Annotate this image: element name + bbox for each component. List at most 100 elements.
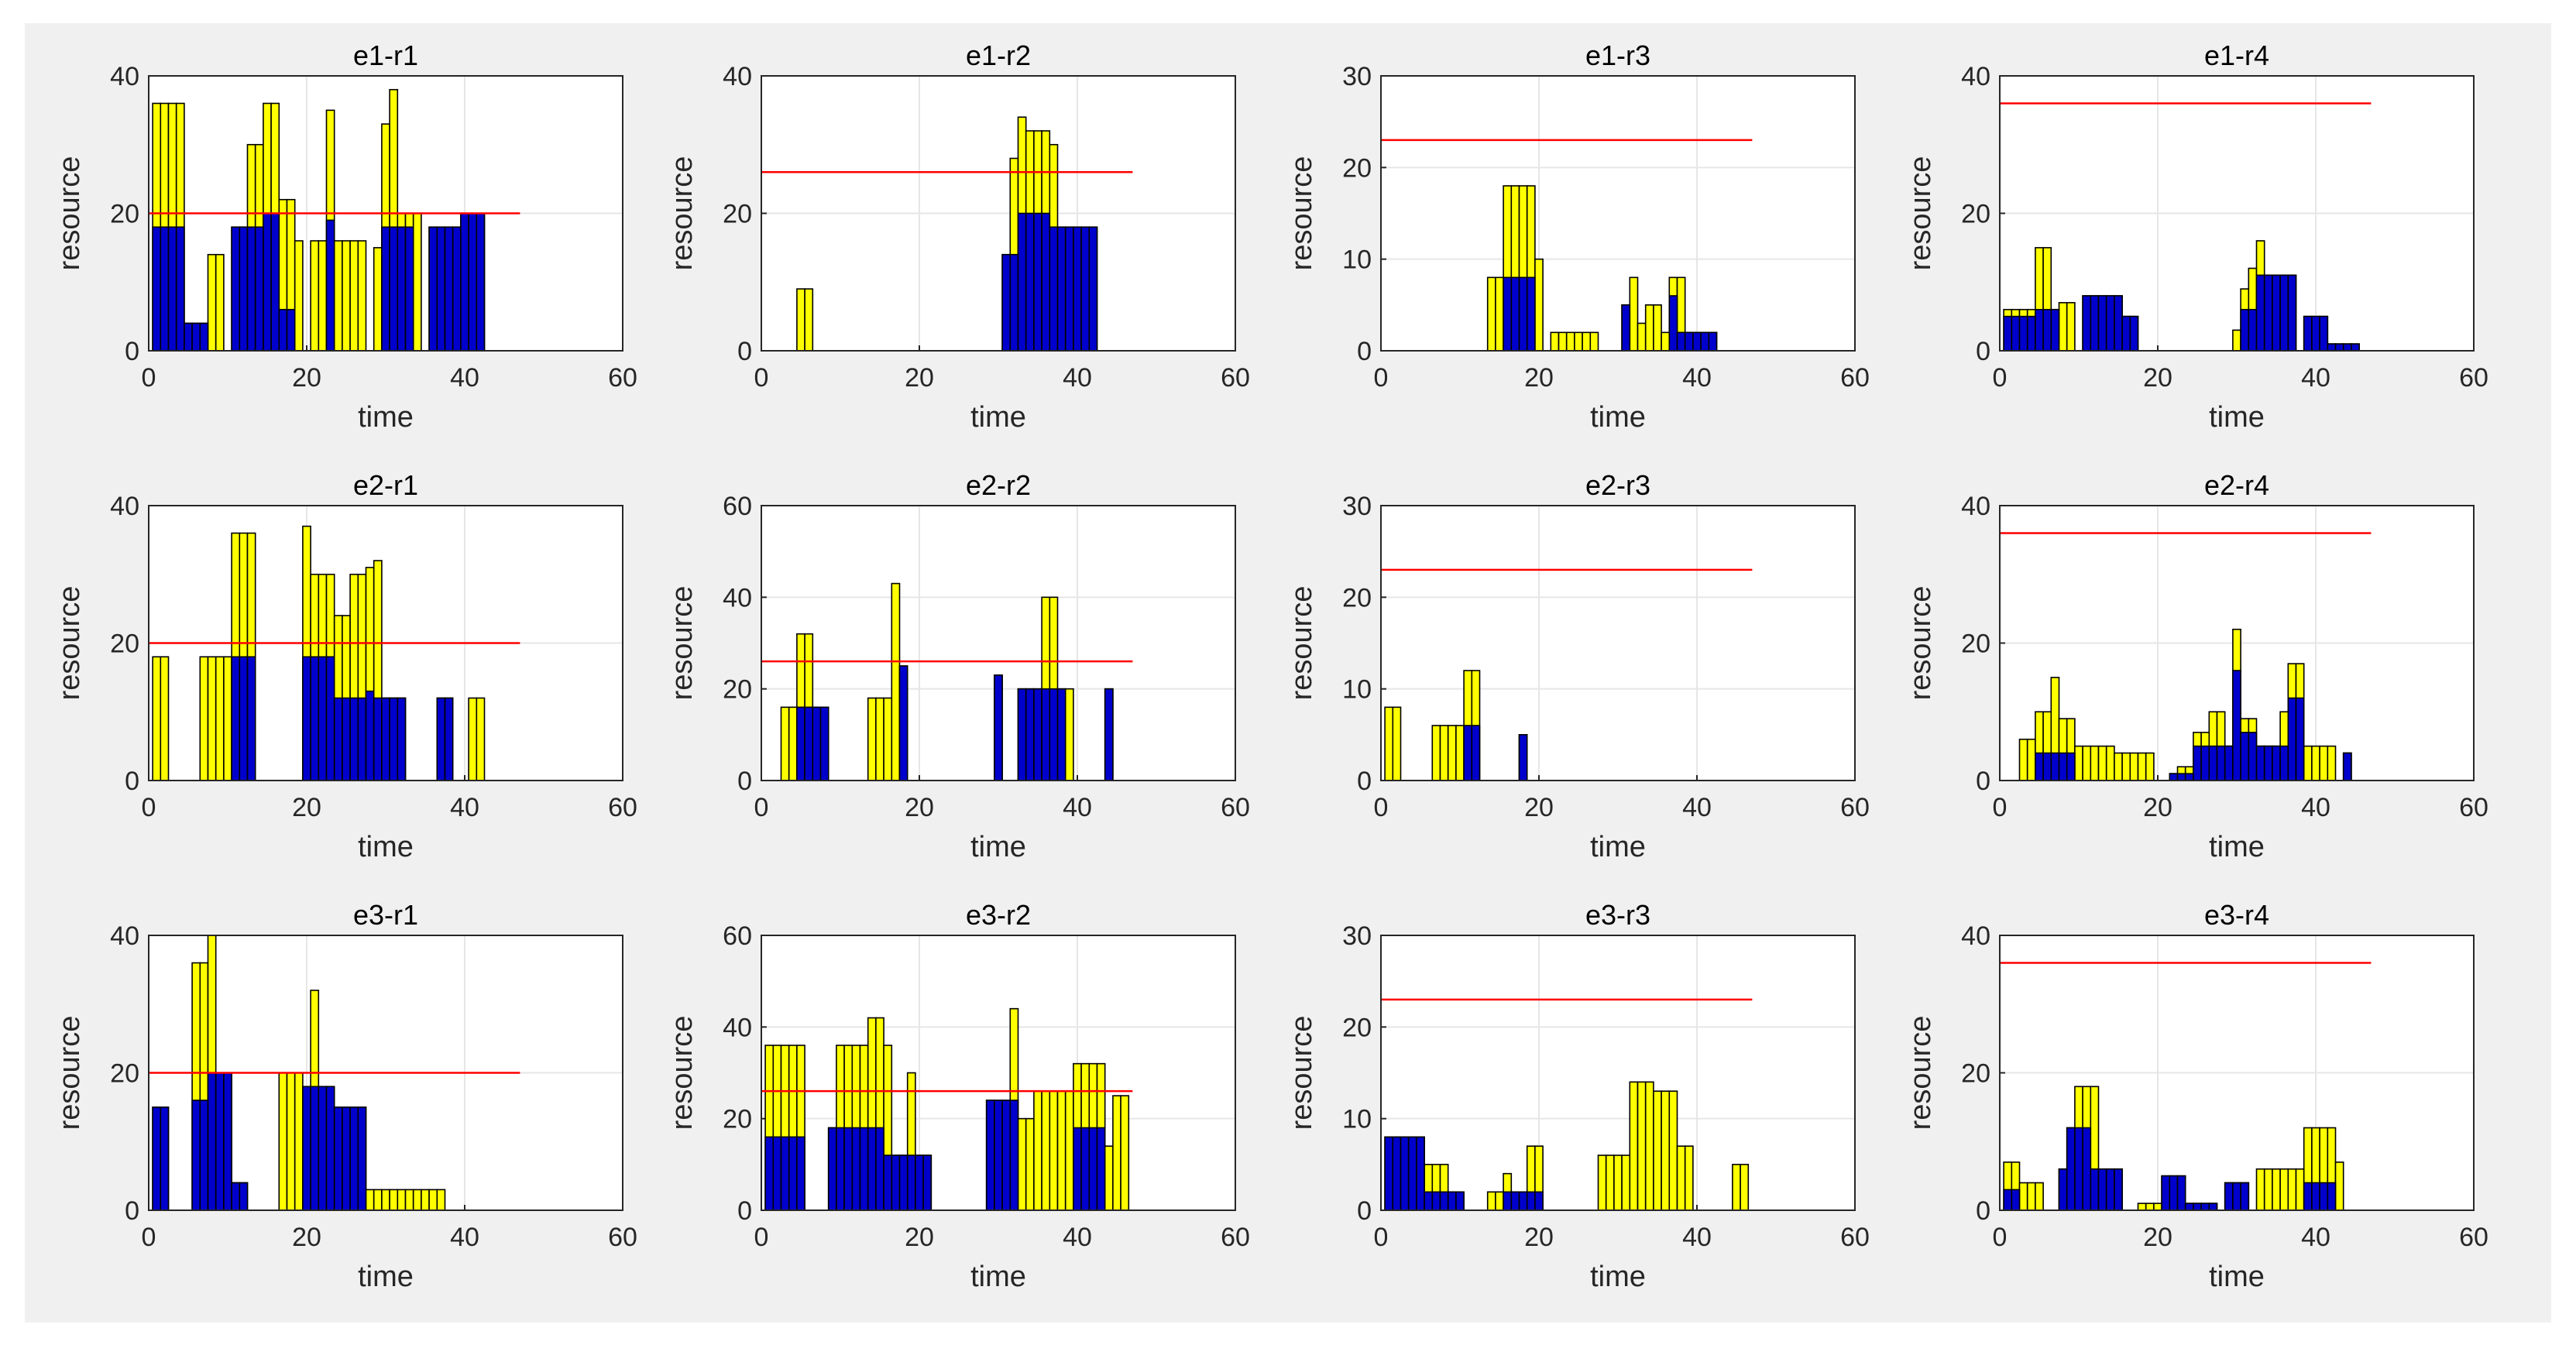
bar-part xyxy=(2272,274,2281,352)
figure: 0 20 40 60 0 20 40 e1-r1 time resource 0 20 40 60 0 20 4… xyxy=(25,23,2551,1323)
bar-total xyxy=(2090,745,2100,781)
subplot-e1-r3: 0 20 40 60 0 10 20 30 e1-r3 time resource xyxy=(1286,39,1870,434)
bar-part xyxy=(1692,331,1702,352)
x-tick-label: 0 xyxy=(1374,793,1389,822)
y-tick-label: 40 xyxy=(110,921,139,951)
bar-part xyxy=(2058,1168,2068,1211)
bar-part xyxy=(2074,1127,2083,1211)
bar-part xyxy=(796,1136,805,1211)
bar-part xyxy=(2240,1182,2250,1211)
bar-total xyxy=(1534,258,1544,352)
bar-part xyxy=(2272,745,2281,781)
bar-part xyxy=(184,322,193,352)
bar-total xyxy=(2074,745,2083,781)
bar-part xyxy=(397,697,407,781)
bar-part xyxy=(898,1155,908,1211)
bar-part xyxy=(1056,226,1066,352)
bar-total xyxy=(1558,331,1568,352)
bar-total xyxy=(2263,1168,2273,1211)
x-axis-label: time xyxy=(2209,401,2265,434)
bar-part xyxy=(460,212,469,352)
y-tick-label: 20 xyxy=(723,675,752,705)
bar-total xyxy=(1439,725,1449,781)
bar-part xyxy=(1534,1191,1544,1211)
y-tick-label: 40 xyxy=(1961,921,1990,951)
bar-part xyxy=(1455,1191,1465,1211)
bar-part xyxy=(796,706,805,781)
bar-part xyxy=(1424,1191,1434,1211)
bar-part xyxy=(1510,1191,1520,1211)
bar-total xyxy=(215,253,225,352)
bar-total xyxy=(2311,745,2320,781)
subplot-e3-r4: 0 20 40 60 0 20 40 e3-r4 time resource xyxy=(1905,899,2488,1293)
x-tick-label: 0 xyxy=(142,363,156,393)
bar-part xyxy=(2018,315,2028,352)
y-tick-label: 10 xyxy=(1342,675,1372,705)
bar-total xyxy=(883,697,893,781)
x-tick-label: 0 xyxy=(1993,363,2008,393)
bar-part xyxy=(349,1107,359,1211)
bar-part xyxy=(819,706,829,781)
bar-part xyxy=(1684,331,1694,352)
bar-part xyxy=(2319,315,2329,352)
bar-part xyxy=(867,1127,877,1211)
bar-part xyxy=(160,226,170,352)
bar-part xyxy=(2003,315,2013,352)
bar-total xyxy=(2082,745,2092,781)
y-tick-label: 0 xyxy=(1357,1196,1372,1226)
y-tick-label: 40 xyxy=(110,62,139,91)
bar-total xyxy=(428,1189,438,1211)
bar-part xyxy=(1392,1136,1402,1211)
bar-part xyxy=(1041,688,1051,781)
bar-part xyxy=(2066,1127,2076,1211)
y-tick-label: 20 xyxy=(110,630,139,659)
bar-part xyxy=(1621,304,1631,352)
y-tick-label: 0 xyxy=(1976,767,1990,796)
chart-title: e2-r3 xyxy=(1585,469,1650,501)
bar-part xyxy=(875,1127,884,1211)
bar-part xyxy=(2121,315,2131,352)
bar-total xyxy=(804,288,814,352)
axes-box xyxy=(761,935,1236,1211)
bar-part xyxy=(1073,226,1082,352)
y-axis-label: resource xyxy=(53,1016,86,1131)
bar-total xyxy=(152,656,162,781)
x-tick-label: 40 xyxy=(2301,363,2330,393)
bar-part xyxy=(239,226,249,352)
y-axis-label: resource xyxy=(1905,156,1937,271)
bar-part xyxy=(2263,274,2273,352)
bar-total xyxy=(2287,1168,2297,1211)
bar-total xyxy=(1653,1090,1662,1211)
x-tick-label: 0 xyxy=(754,1223,769,1252)
bar-part xyxy=(1518,276,1528,352)
x-tick-label: 0 xyxy=(754,793,769,822)
axes-box xyxy=(148,935,623,1211)
bar-total xyxy=(1455,725,1465,781)
x-axis-label: time xyxy=(2209,831,2265,863)
bar-total xyxy=(1431,725,1441,781)
bar-part xyxy=(2050,308,2060,352)
y-tick-label: 0 xyxy=(1357,337,1372,366)
bar-part xyxy=(357,1107,367,1211)
bar-total xyxy=(215,656,225,781)
bar-total xyxy=(1056,1090,1066,1211)
bar-total xyxy=(2026,1182,2036,1211)
x-tick-label: 40 xyxy=(450,1223,479,1252)
bar-part xyxy=(333,697,343,781)
x-tick-label: 20 xyxy=(905,793,934,822)
y-axis-label: resource xyxy=(666,586,699,701)
axes-box xyxy=(1999,75,2475,352)
bar-total xyxy=(286,1072,296,1211)
x-tick-label: 0 xyxy=(1993,1223,2008,1252)
bar-total xyxy=(1064,688,1074,781)
bar-part xyxy=(152,1107,162,1211)
bar-part xyxy=(2232,1182,2241,1211)
y-tick-label: 10 xyxy=(1342,245,1372,275)
bar-total xyxy=(2327,745,2337,781)
bar-part xyxy=(318,1086,328,1211)
bar-part xyxy=(2319,1182,2329,1211)
x-tick-label: 20 xyxy=(905,363,934,393)
bar-part xyxy=(436,226,446,352)
x-tick-label: 20 xyxy=(2143,1223,2172,1252)
bar-part xyxy=(349,697,359,781)
